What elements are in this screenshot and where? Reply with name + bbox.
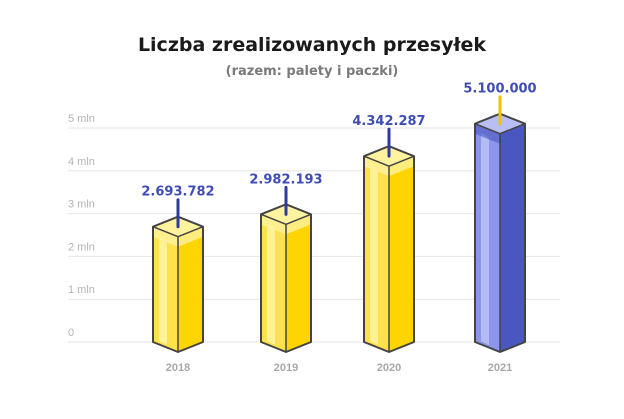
- bar-2019: 2.982.193: [249, 172, 323, 353]
- bar-face-right: [178, 226, 203, 352]
- bar-face-right: [500, 123, 525, 352]
- bar-highlight: [370, 165, 378, 345]
- chart-subtitle: (razem: palety i paczki): [225, 64, 399, 79]
- bar-2021: 5.100.000: [463, 82, 537, 353]
- y-axis-ticks: 0 1 mln 2 mln 3 mln 4 mln 5 mln: [68, 113, 95, 339]
- y-tick-label: 3 mln: [68, 199, 95, 211]
- data-label: 2.982.193: [249, 172, 322, 187]
- data-label: 2.693.782: [141, 185, 214, 200]
- chart-title: Liczba zrealizowanych przesyłek: [137, 34, 487, 56]
- y-tick-label: 0: [68, 327, 74, 339]
- x-tick-label: 2019: [274, 362, 298, 374]
- bar-highlight: [159, 235, 167, 345]
- y-tick-label: 1 mln: [68, 284, 95, 296]
- y-tick-label: 5 mln: [68, 113, 95, 125]
- bar-face-right: [286, 214, 311, 352]
- bar-face-right: [389, 156, 414, 352]
- bar-edges: [474, 123, 526, 352]
- bar-2020: 4.342.287: [352, 114, 426, 353]
- bar-edges: [260, 213, 312, 352]
- x-tick-label: 2020: [377, 362, 401, 374]
- x-tick-label: 2018: [166, 362, 190, 374]
- y-tick-label: 2 mln: [68, 241, 95, 253]
- bar-2018: 2.693.782: [141, 185, 215, 353]
- bar-edges: [152, 226, 204, 352]
- bar-highlight: [481, 132, 489, 345]
- bar-highlight: [267, 223, 275, 345]
- data-label: 5.100.000: [463, 82, 536, 97]
- y-tick-label: 4 mln: [68, 156, 95, 168]
- bar-edges: [363, 155, 415, 352]
- x-tick-label: 2021: [488, 362, 512, 374]
- data-label: 4.342.287: [352, 114, 425, 129]
